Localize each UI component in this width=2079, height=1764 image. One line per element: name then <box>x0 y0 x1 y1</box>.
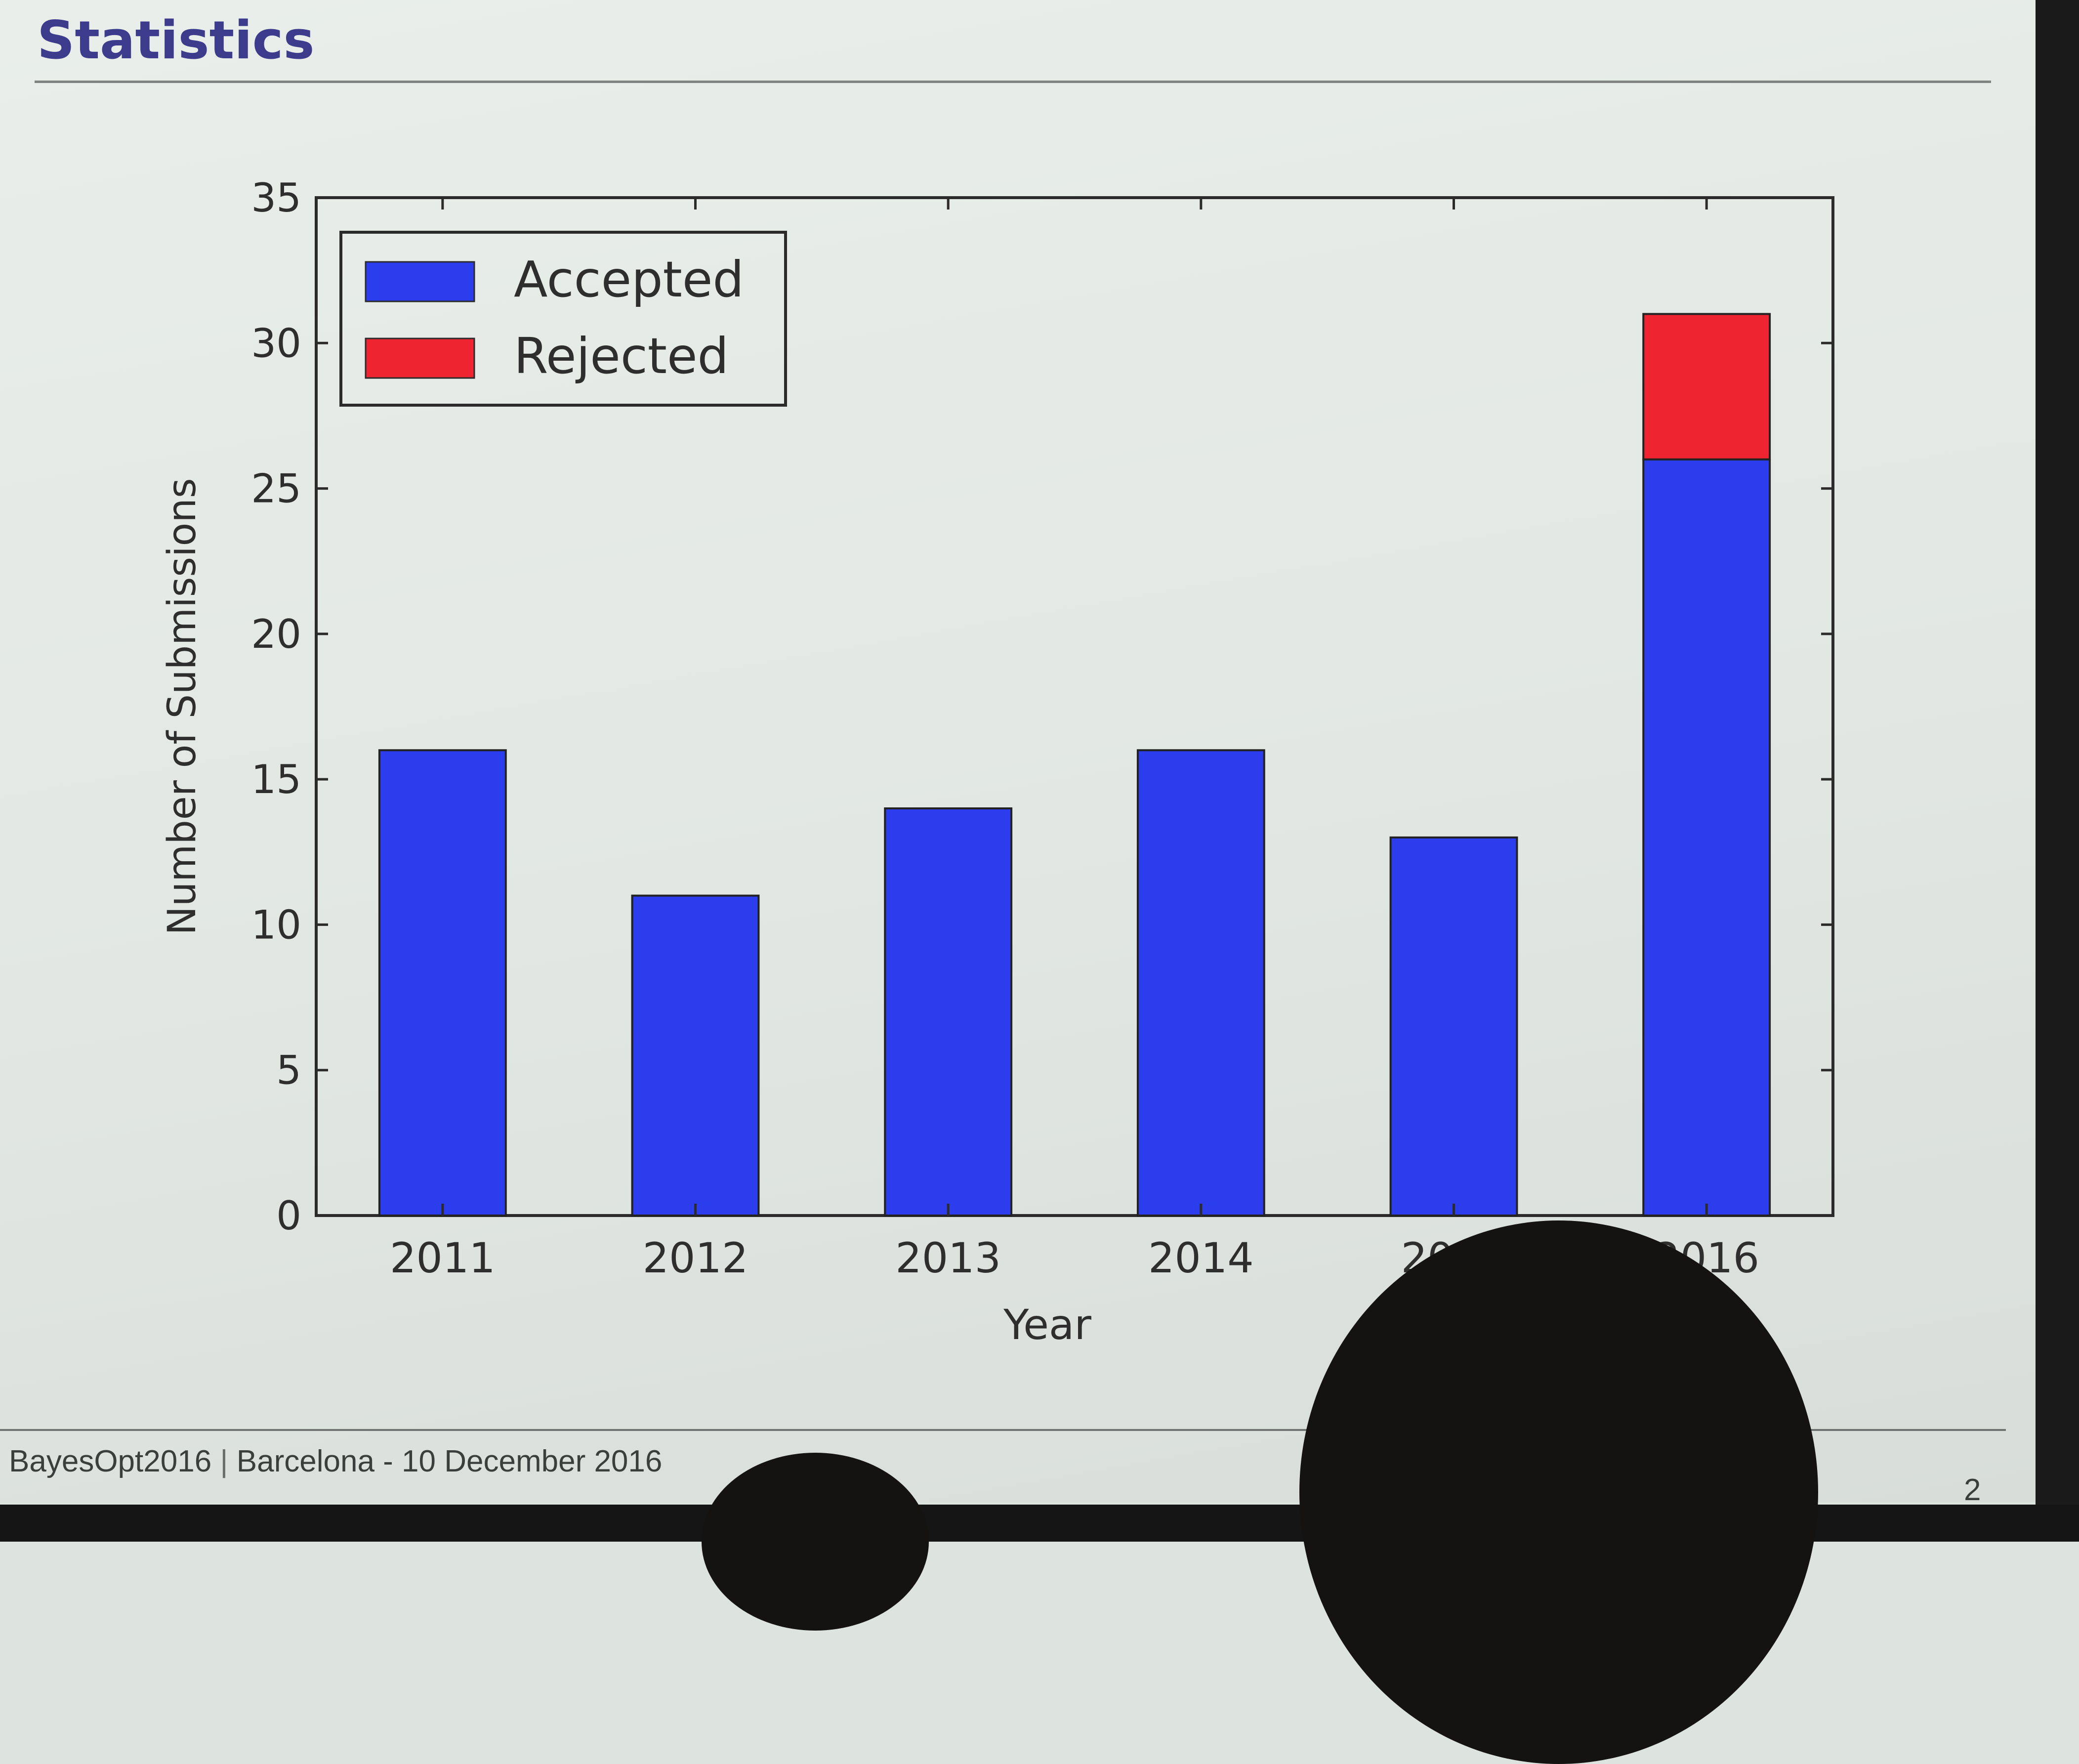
y-axis-label: Number of Submissions <box>160 478 205 935</box>
x-tick-label: 2012 <box>643 1234 748 1282</box>
title-rule <box>35 81 1991 83</box>
y-tick-label: 20 <box>251 611 301 657</box>
bar-accepted-2015 <box>1389 836 1518 1217</box>
legend-swatch-rejected <box>365 337 475 379</box>
y-tick-label: 15 <box>251 756 301 802</box>
bar-accepted-2016 <box>1642 458 1771 1217</box>
legend-label-accepted: Accepted <box>514 251 744 308</box>
bar-accepted-2014 <box>1136 749 1265 1217</box>
ticks <box>316 196 1833 1217</box>
bars <box>378 313 1771 1217</box>
legend: Accepted Rejected <box>339 231 787 407</box>
slide-title: Statistics <box>37 10 315 71</box>
footer-rule <box>0 1429 2006 1431</box>
footer-event: BayesOpt2016 <box>9 1444 212 1478</box>
bar-accepted-2012 <box>631 894 760 1217</box>
bar-rejected-2016 <box>1642 313 1771 461</box>
x-axis-label: Year <box>1003 1301 1091 1349</box>
y-tick-label: 0 <box>276 1193 301 1239</box>
footer: BayesOpt2016 | Barcelona - 10 December 2… <box>9 1444 662 1479</box>
projection-edge <box>2036 0 2079 1542</box>
audience-head <box>1299 1220 1818 1764</box>
y-tick-label: 5 <box>276 1048 301 1093</box>
footer-separator: | <box>220 1444 228 1478</box>
y-tick-label: 10 <box>251 902 301 948</box>
x-tick-label: 2013 <box>895 1234 1001 1282</box>
footer-location-date: Barcelona - 10 December 2016 <box>236 1444 663 1478</box>
x-tick-label: 2014 <box>1148 1234 1254 1282</box>
y-tick-label: 35 <box>251 175 301 221</box>
bar-accepted-2013 <box>884 807 1013 1217</box>
audience-head <box>702 1453 929 1631</box>
slide: Statistics 0 5 10 15 20 25 30 35 2011 2012 2013 20… <box>0 0 2036 1507</box>
y-tick-labels: 0 5 10 15 20 25 30 35 <box>251 175 301 1239</box>
legend-label-rejected: Rejected <box>514 327 729 385</box>
x-tick-label: 2011 <box>390 1234 496 1282</box>
y-tick-label: 25 <box>251 466 301 512</box>
plot-frame <box>315 196 1834 1217</box>
bar-accepted-2011 <box>378 749 507 1217</box>
y-tick-label: 30 <box>251 320 301 366</box>
legend-box <box>339 231 787 407</box>
legend-swatch-accepted <box>365 261 475 302</box>
page-number: 2 <box>1964 1473 1981 1507</box>
